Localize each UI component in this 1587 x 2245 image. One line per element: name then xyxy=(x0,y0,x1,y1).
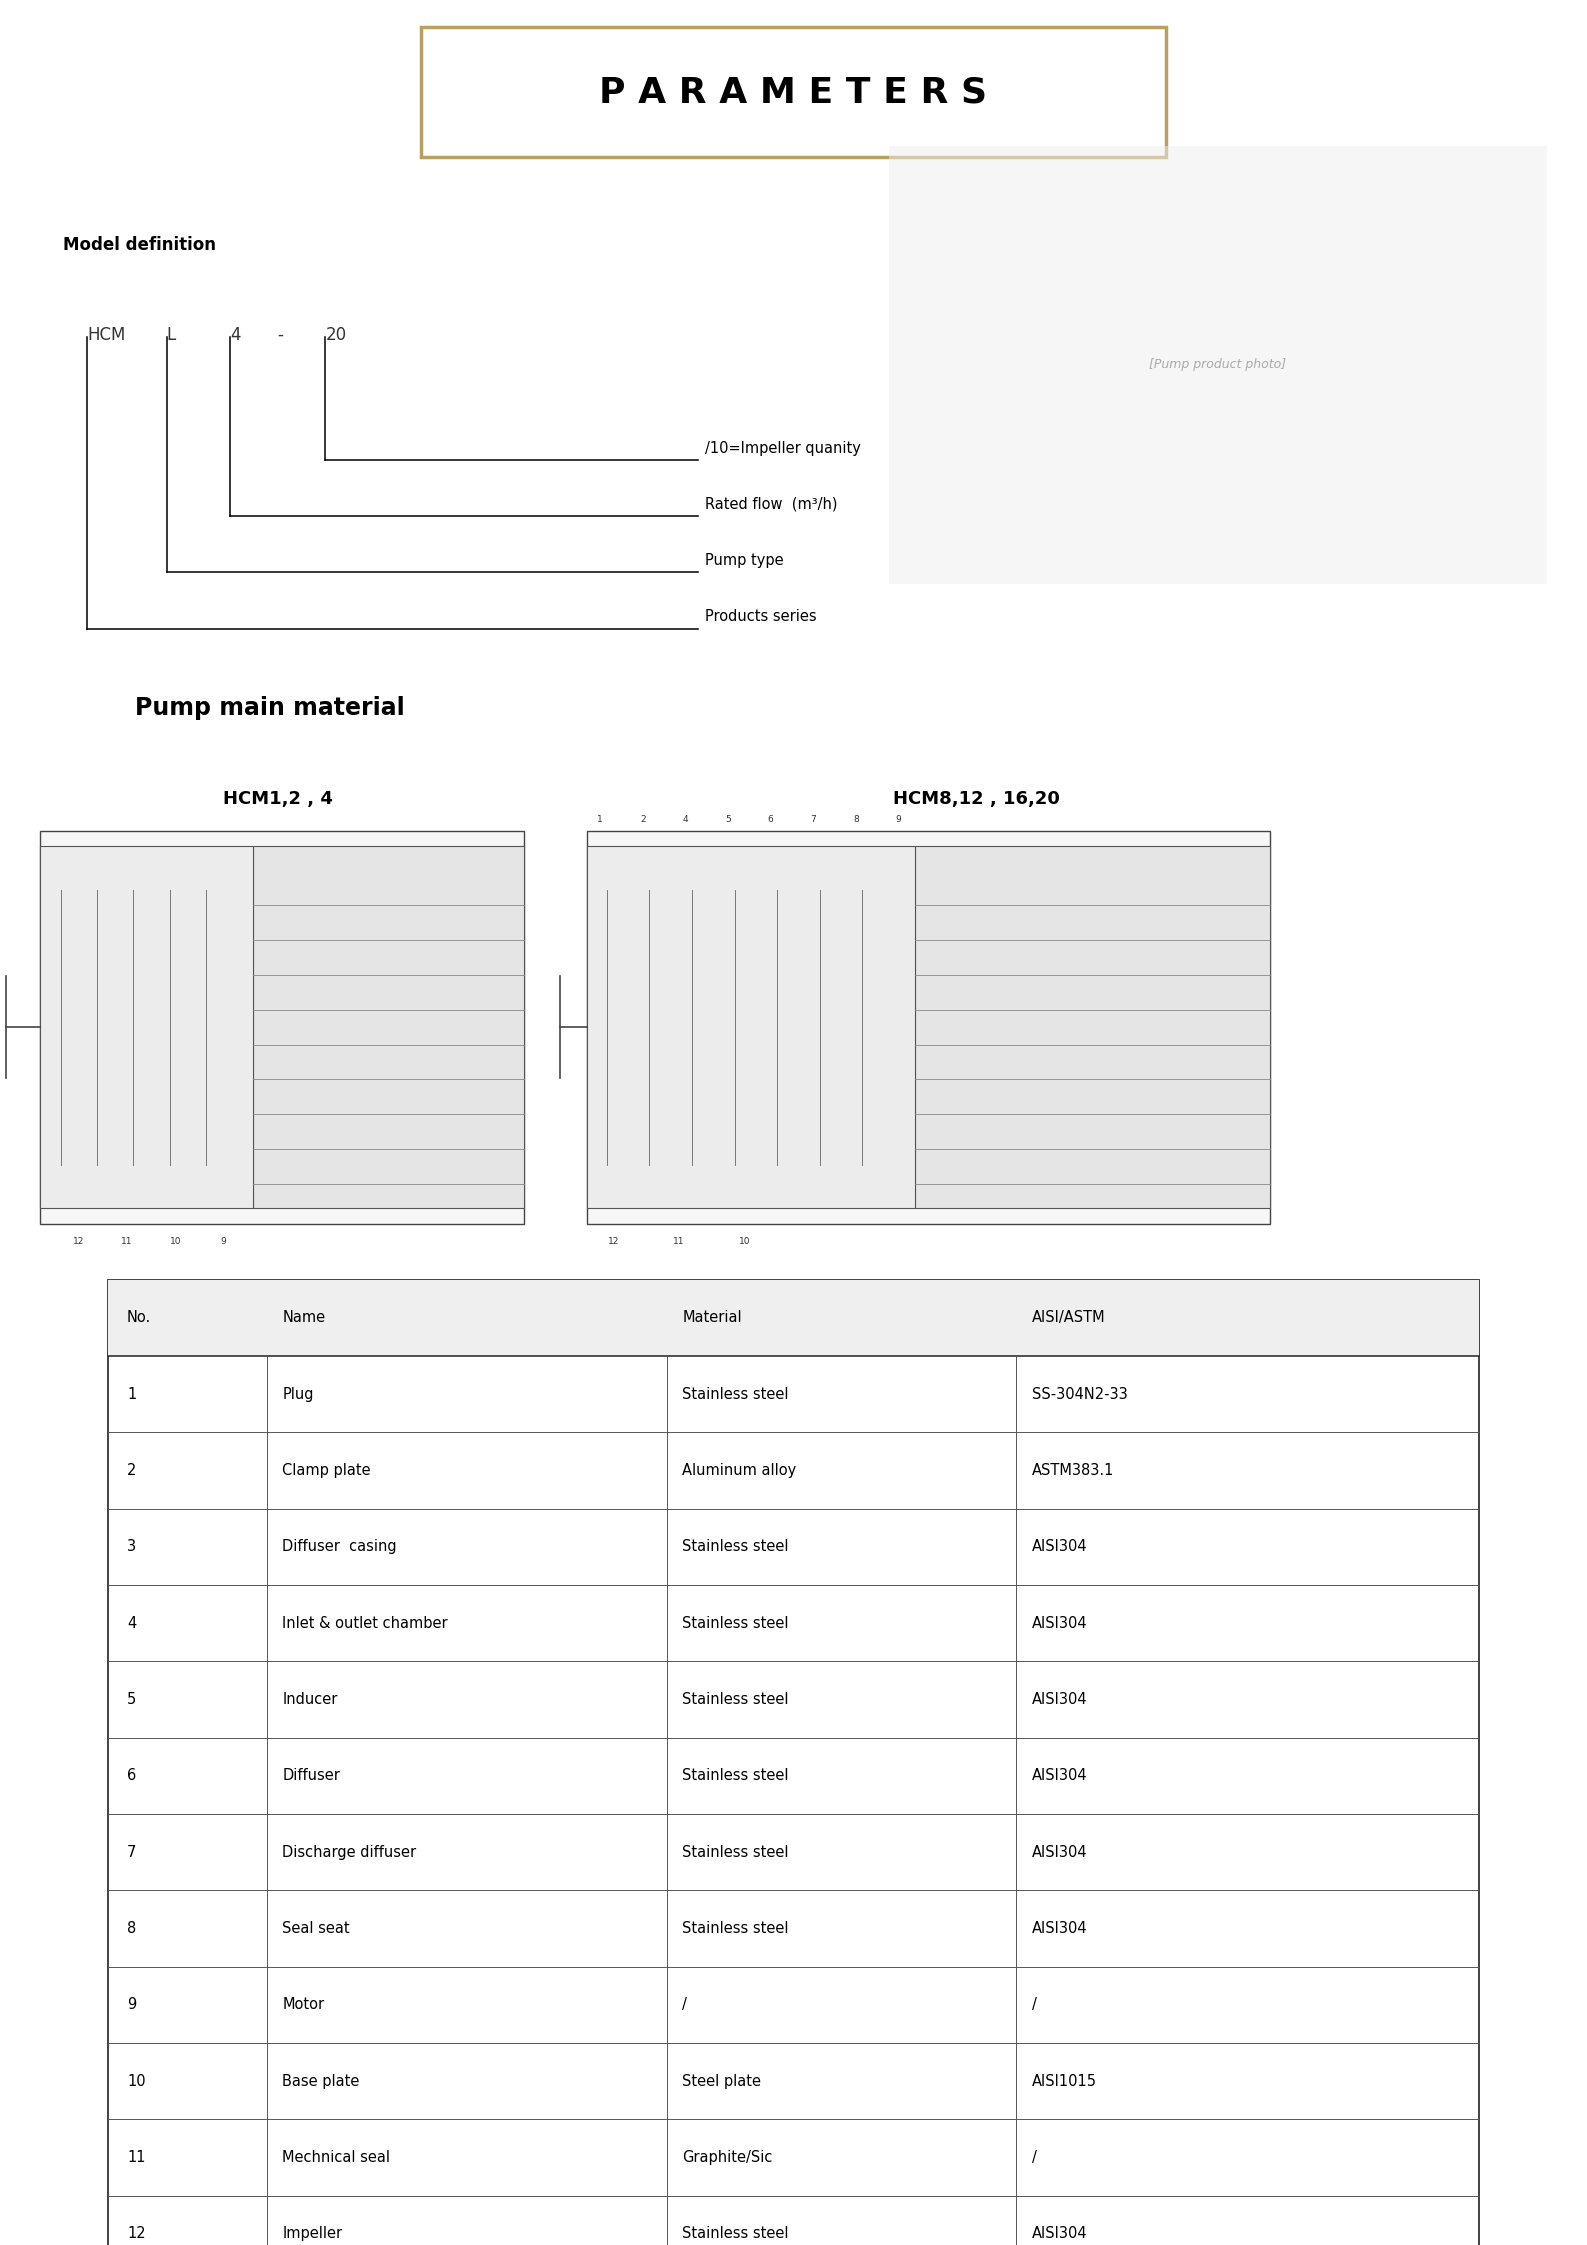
Text: 10: 10 xyxy=(170,1237,181,1246)
Text: L: L xyxy=(167,326,176,343)
Bar xyxy=(40,846,252,1208)
Text: 10: 10 xyxy=(127,2074,146,2088)
Text: 5: 5 xyxy=(127,1693,136,1706)
Text: Clamp plate: Clamp plate xyxy=(282,1464,371,1477)
Text: Pump type: Pump type xyxy=(705,552,784,568)
Text: 2: 2 xyxy=(640,815,646,824)
Text: 6: 6 xyxy=(127,1769,136,1783)
Text: 9: 9 xyxy=(221,1237,227,1246)
Text: /: / xyxy=(1032,1998,1036,2012)
Text: 3: 3 xyxy=(127,1540,136,1554)
Text: 20: 20 xyxy=(325,326,346,343)
Text: 10: 10 xyxy=(738,1237,751,1246)
Text: Stainless steel: Stainless steel xyxy=(682,1845,789,1859)
Text: AISI304: AISI304 xyxy=(1032,1693,1087,1706)
Text: 8: 8 xyxy=(127,1922,136,1935)
Text: Discharge diffuser: Discharge diffuser xyxy=(282,1845,417,1859)
Text: HCM8,12 , 16,20: HCM8,12 , 16,20 xyxy=(892,790,1060,808)
Text: 7: 7 xyxy=(811,815,816,824)
Text: Mechnical seal: Mechnical seal xyxy=(282,2151,390,2164)
Text: 1: 1 xyxy=(597,815,603,824)
Text: Material: Material xyxy=(682,1311,743,1325)
Text: Diffuser  casing: Diffuser casing xyxy=(282,1540,397,1554)
Bar xyxy=(40,831,524,1224)
Text: 6: 6 xyxy=(768,815,773,824)
Text: Model definition: Model definition xyxy=(63,236,216,254)
Text: AISI304: AISI304 xyxy=(1032,2227,1087,2241)
Text: 4: 4 xyxy=(682,815,689,824)
Text: 2: 2 xyxy=(127,1464,136,1477)
Text: AISI304: AISI304 xyxy=(1032,1922,1087,1935)
Text: 9: 9 xyxy=(127,1998,136,2012)
Text: Plug: Plug xyxy=(282,1387,314,1401)
Text: 1: 1 xyxy=(127,1387,136,1401)
Text: HCM1,2 , 4: HCM1,2 , 4 xyxy=(222,790,333,808)
Bar xyxy=(421,27,1166,157)
Text: Stainless steel: Stainless steel xyxy=(682,1769,789,1783)
Text: 7: 7 xyxy=(127,1845,136,1859)
Text: AISI304: AISI304 xyxy=(1032,1540,1087,1554)
Text: Stainless steel: Stainless steel xyxy=(682,1387,789,1401)
Text: Stainless steel: Stainless steel xyxy=(682,1922,789,1935)
Text: Pump main material: Pump main material xyxy=(135,696,405,721)
Text: Rated flow  (m³/h): Rated flow (m³/h) xyxy=(705,496,836,512)
Text: -: - xyxy=(278,326,284,343)
Text: Graphite/Sic: Graphite/Sic xyxy=(682,2151,773,2164)
Text: P A R A M E T E R S: P A R A M E T E R S xyxy=(600,74,987,110)
Bar xyxy=(108,1280,1479,1356)
Text: Inducer: Inducer xyxy=(282,1693,338,1706)
Text: Products series: Products series xyxy=(705,608,816,624)
Text: Seal seat: Seal seat xyxy=(282,1922,351,1935)
Text: 11: 11 xyxy=(673,1237,684,1246)
Text: 12: 12 xyxy=(127,2227,146,2241)
Text: 4: 4 xyxy=(127,1616,136,1630)
Text: 9: 9 xyxy=(895,815,901,824)
Text: Name: Name xyxy=(282,1311,325,1325)
Text: Diffuser: Diffuser xyxy=(282,1769,340,1783)
Bar xyxy=(108,1280,1479,2245)
Text: ASTM383.1: ASTM383.1 xyxy=(1032,1464,1114,1477)
Text: AISI304: AISI304 xyxy=(1032,1616,1087,1630)
Text: Inlet & outlet chamber: Inlet & outlet chamber xyxy=(282,1616,448,1630)
Text: AISI1015: AISI1015 xyxy=(1032,2074,1097,2088)
Text: Stainless steel: Stainless steel xyxy=(682,1693,789,1706)
Text: Stainless steel: Stainless steel xyxy=(682,1540,789,1554)
Bar xyxy=(252,846,524,1208)
Text: Steel plate: Steel plate xyxy=(682,2074,762,2088)
Text: 11: 11 xyxy=(127,2151,146,2164)
Text: /: / xyxy=(1032,2151,1036,2164)
Text: 8: 8 xyxy=(852,815,859,824)
Text: 11: 11 xyxy=(121,1237,133,1246)
Text: 12: 12 xyxy=(608,1237,619,1246)
Bar xyxy=(889,146,1547,584)
Text: /10=Impeller quanity: /10=Impeller quanity xyxy=(705,440,860,456)
Bar xyxy=(914,846,1270,1208)
Bar xyxy=(587,846,914,1208)
Text: /: / xyxy=(682,1998,687,2012)
Text: SS-304N2-33: SS-304N2-33 xyxy=(1032,1387,1127,1401)
Text: [Pump product photo]: [Pump product photo] xyxy=(1149,359,1287,370)
Text: Stainless steel: Stainless steel xyxy=(682,2227,789,2241)
Text: Impeller: Impeller xyxy=(282,2227,343,2241)
Text: Base plate: Base plate xyxy=(282,2074,360,2088)
Bar xyxy=(587,831,1270,1224)
Text: Stainless steel: Stainless steel xyxy=(682,1616,789,1630)
Text: No.: No. xyxy=(127,1311,151,1325)
Text: AISI304: AISI304 xyxy=(1032,1845,1087,1859)
Text: AISI304: AISI304 xyxy=(1032,1769,1087,1783)
Text: 5: 5 xyxy=(725,815,732,824)
Text: 4: 4 xyxy=(230,326,241,343)
Text: Aluminum alloy: Aluminum alloy xyxy=(682,1464,797,1477)
Text: HCM: HCM xyxy=(87,326,125,343)
Text: 12: 12 xyxy=(73,1237,84,1246)
Text: Motor: Motor xyxy=(282,1998,325,2012)
Text: AISI/ASTM: AISI/ASTM xyxy=(1032,1311,1105,1325)
